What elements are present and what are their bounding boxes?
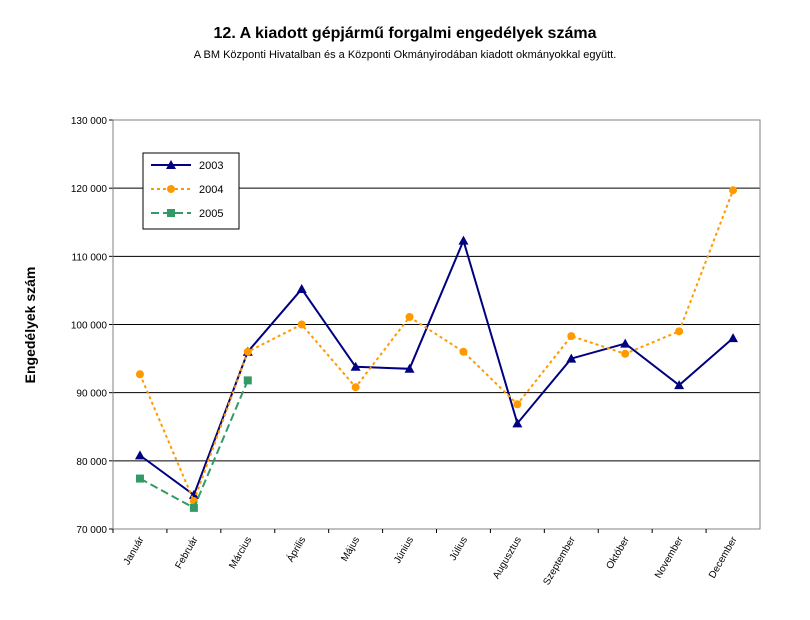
legend-label: 2005 (199, 208, 223, 220)
marker (513, 400, 522, 409)
marker (167, 185, 175, 193)
marker (167, 209, 175, 217)
marker (729, 186, 738, 195)
marker (459, 347, 468, 356)
marker (458, 235, 469, 245)
marker (134, 450, 145, 460)
marker (297, 320, 306, 329)
y-tick-label: 70 000 (76, 525, 107, 536)
marker (728, 333, 739, 343)
marker (405, 313, 414, 322)
y-tick-label: 110 000 (72, 252, 108, 263)
series-line (139, 189, 734, 504)
marker (621, 349, 630, 358)
marker (296, 284, 307, 294)
marker (567, 332, 576, 341)
marker (351, 383, 360, 392)
marker (135, 370, 144, 379)
marker (404, 363, 415, 373)
marker (566, 353, 577, 363)
marker (512, 418, 523, 428)
y-tick-label: 130 000 (71, 116, 108, 127)
y-tick-label: 120 000 (71, 184, 108, 195)
marker (620, 338, 631, 348)
chart-subtitle: A BM Központi Hivatalban és a Központi O… (194, 49, 617, 61)
y-axis-label: Engedélyek szám (22, 267, 38, 384)
chart-title: 12. A kiadott gépjármű forgalmi engedély… (214, 25, 597, 42)
marker (243, 376, 252, 385)
marker (189, 497, 198, 506)
y-tick-label: 80 000 (76, 457, 107, 468)
y-tick-label: 90 000 (76, 389, 107, 400)
marker (674, 380, 685, 390)
marker (166, 160, 176, 169)
legend-label: 2004 (199, 184, 223, 196)
legend-label: 2003 (199, 160, 223, 172)
marker (350, 361, 361, 371)
marker (189, 503, 198, 512)
y-tick-label: 100 000 (71, 321, 108, 332)
marker (135, 474, 144, 483)
marker (243, 347, 252, 356)
marker (675, 327, 684, 336)
